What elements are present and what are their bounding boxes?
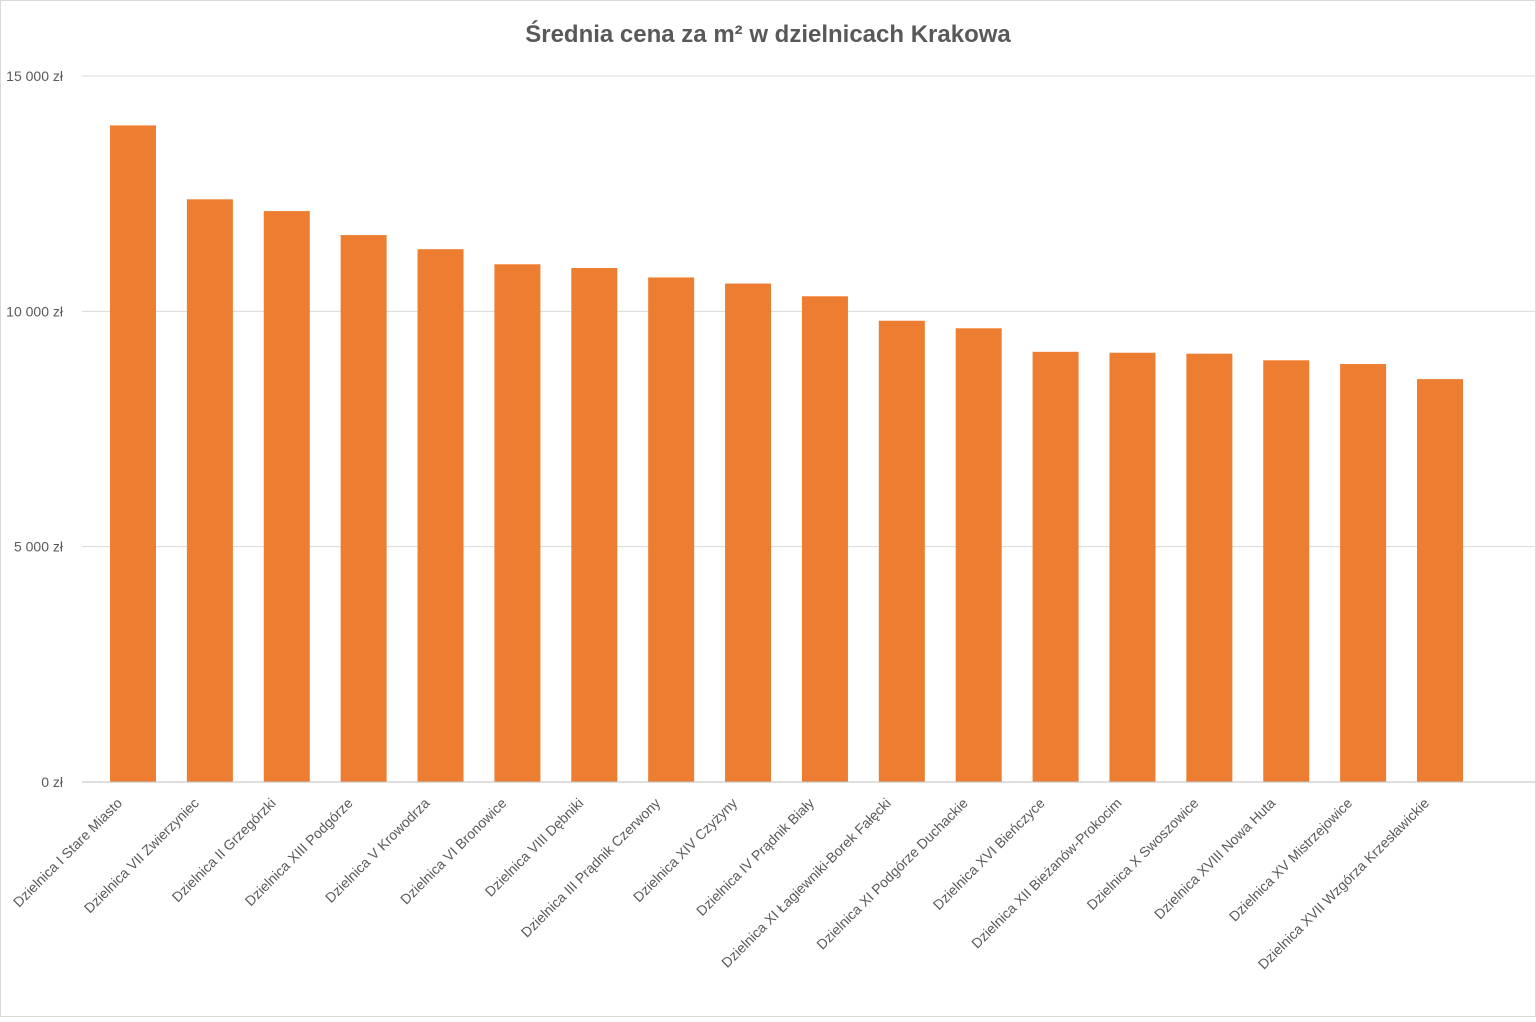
- bar: [263, 211, 310, 783]
- bar: [110, 125, 156, 783]
- bar: [1340, 364, 1387, 782]
- y-tick-label: 0 zł: [41, 774, 64, 790]
- bar: [955, 328, 1002, 782]
- bars: [110, 125, 1463, 783]
- bar: [186, 199, 233, 782]
- bar: [494, 264, 541, 782]
- bar: [801, 296, 848, 782]
- bar: [417, 249, 464, 783]
- y-tick-label: 10 000 zł: [6, 303, 64, 319]
- chart-title: Średnia cena za m² w dzielnicach Krakowa: [525, 20, 1011, 48]
- bar: [340, 235, 387, 782]
- y-tick-label: 15 000 zł: [6, 68, 64, 84]
- bar: [1109, 352, 1156, 782]
- bar: [1263, 360, 1310, 782]
- bar: [648, 277, 695, 782]
- bar: [1417, 379, 1463, 782]
- bar: [571, 268, 618, 783]
- bar: [1032, 351, 1079, 782]
- bar: [725, 283, 772, 782]
- bar: [1186, 353, 1233, 782]
- bar: [878, 320, 925, 782]
- y-axis-tick-labels: 0 zł 5 000 zł 10 000 zł 15 000 zł: [6, 68, 64, 790]
- y-tick-label: 5 000 zł: [14, 539, 64, 555]
